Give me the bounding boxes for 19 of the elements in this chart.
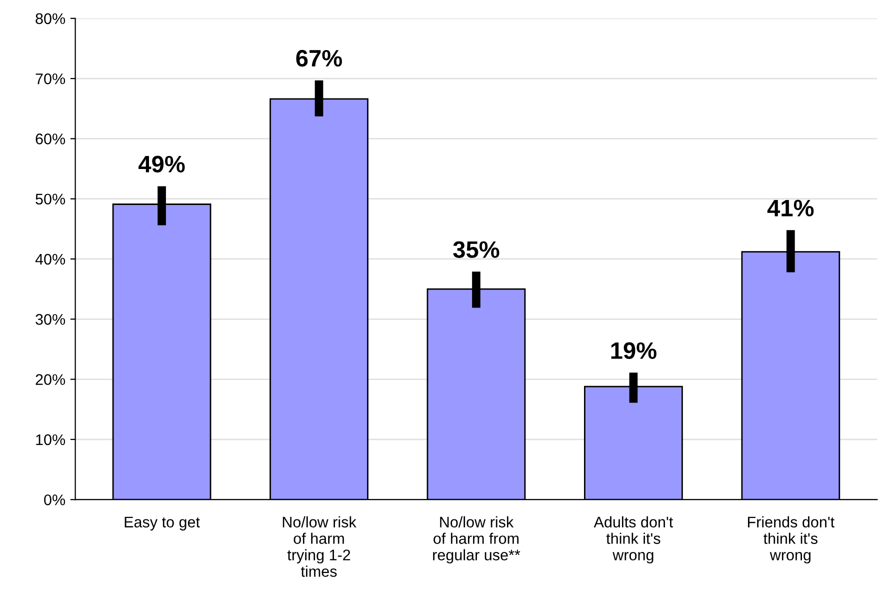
- x-tick-label: Friends don't think it's wrong: [748, 516, 834, 564]
- y-tick-label: 60%: [36, 134, 66, 144]
- y-tick-label: 40%: [35, 254, 66, 265]
- y-tick-label: 30%: [36, 314, 66, 325]
- y-tick-label: 50%: [36, 194, 66, 205]
- x-tick-label: Adults don't think it's wrong: [594, 516, 674, 564]
- y-tick-label: 70%: [36, 73, 66, 84]
- data-label: 35%: [453, 241, 500, 258]
- x-tick-label: No/low risk of harm trying 1-2 times: [282, 516, 356, 577]
- y-tick-label: 10%: [36, 434, 66, 446]
- x-tick-label: No/low risk of harm from regular use**: [433, 516, 520, 564]
- data-label: 41%: [767, 200, 814, 216]
- data-label: 19%: [611, 342, 656, 359]
- y-tick-label: 20%: [36, 374, 66, 385]
- x-tick-label: Easy to get: [124, 516, 200, 531]
- y-tick-label: 0%: [44, 494, 66, 506]
- data-label: 49%: [138, 156, 185, 173]
- data-label: 67%: [296, 50, 342, 67]
- y-tick-label: 80%: [36, 13, 66, 24]
